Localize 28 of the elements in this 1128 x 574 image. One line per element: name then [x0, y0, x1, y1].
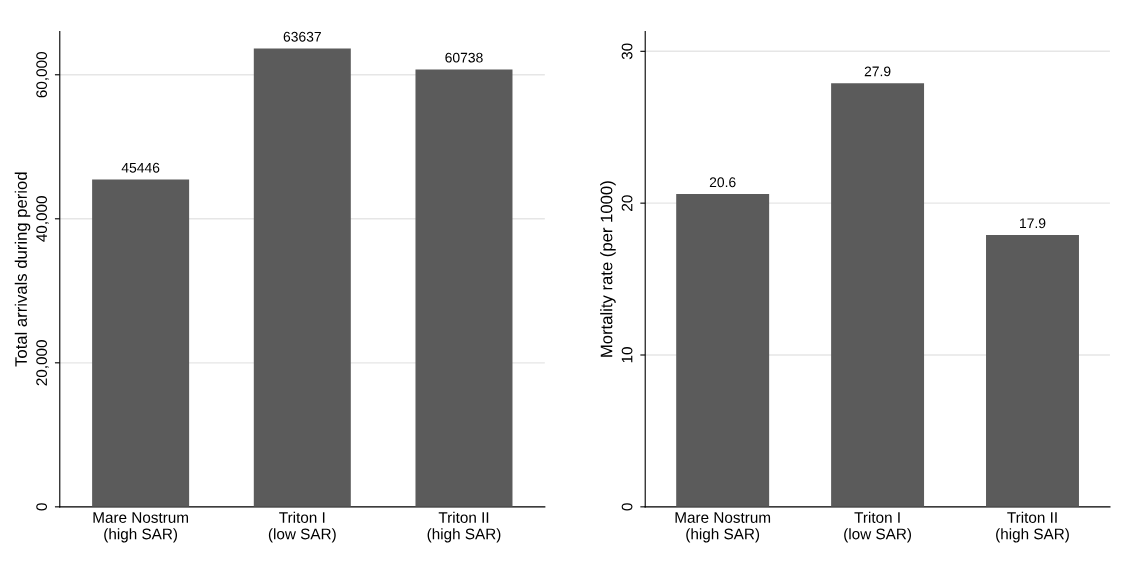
- x-tick-label: Triton I (low SAR): [844, 511, 912, 543]
- y-axis-title: Total arrivals during period: [14, 172, 31, 367]
- data-label: 20.6: [709, 177, 736, 188]
- bar: [415, 69, 513, 507]
- y-tick-label: 0: [621, 503, 633, 511]
- y-tick-label: 30: [621, 43, 633, 60]
- y-tick-label: 20: [621, 195, 633, 211]
- bar: [253, 48, 351, 507]
- bar: [92, 179, 190, 507]
- bar: [986, 235, 1079, 507]
- data-label: 27.9: [864, 66, 891, 77]
- data-label: 60738: [445, 52, 483, 63]
- y-tick-label: 0: [36, 503, 48, 511]
- bar: [831, 83, 925, 507]
- x-tick-label: Triton II (high SAR): [427, 511, 501, 543]
- y-tick-label: 20,000: [36, 340, 49, 386]
- y-tick-label: 40,000: [36, 196, 49, 242]
- data-label: 17.9: [1020, 218, 1046, 229]
- y-tick-label: 10: [621, 347, 633, 363]
- y-tick-label: 60,000: [36, 52, 49, 98]
- data-label: 45446: [121, 162, 160, 173]
- bar: [676, 194, 770, 507]
- x-tick-label: Triton I (low SAR): [268, 511, 336, 543]
- data-label: 63637: [283, 31, 321, 42]
- x-tick-label: Mare Nostrum (high SAR): [93, 512, 189, 543]
- x-tick-label: Triton II (high SAR): [996, 511, 1069, 543]
- x-tick-label: Mare Nostrum (high SAR): [675, 512, 771, 543]
- y-axis-title: Mortality rate (per 1000): [600, 181, 616, 357]
